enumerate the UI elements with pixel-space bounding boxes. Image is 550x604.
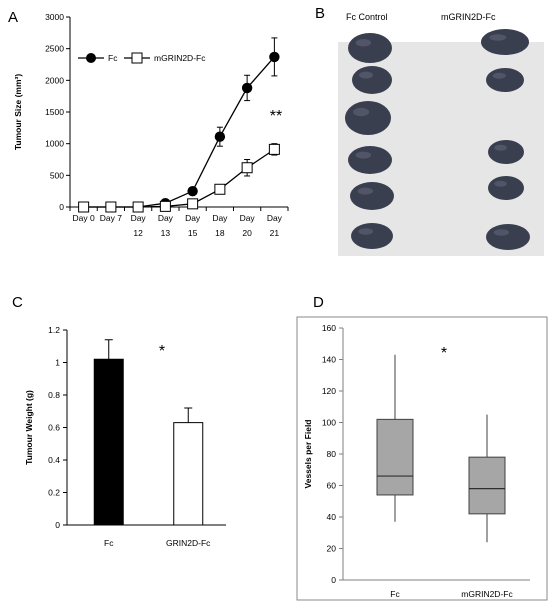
y-tick-label: 20: [327, 544, 337, 554]
tumour-7: [486, 68, 524, 92]
x-tick-label: Day 15: [185, 213, 201, 238]
x-tick-label: GRIN2D-Fc: [166, 538, 211, 548]
tumour-highlight: [489, 34, 507, 41]
tumour-9: [488, 176, 524, 200]
point-mgrin2d: [268, 143, 280, 155]
x-tick-label: Day 13: [158, 213, 174, 238]
point-mgrin2d: [105, 201, 117, 213]
panel-d-frame: [296, 316, 548, 601]
bar-1: [173, 422, 204, 526]
tumour-4: [350, 182, 394, 210]
tumour-0: [348, 33, 392, 63]
x-tick-label: Day 7: [100, 213, 122, 223]
x-tick-label: Fc: [104, 538, 114, 548]
y-tick-label: 100: [322, 418, 336, 428]
tumour-1: [352, 66, 392, 94]
significance-marker: **: [270, 108, 282, 125]
panel-label-d: D: [313, 294, 324, 311]
tumour-highlight: [492, 72, 506, 79]
tumour-highlight: [353, 107, 370, 117]
point-mgrin2d: [214, 183, 226, 195]
y-tick-label: 0.2: [48, 488, 60, 498]
y-tick-label: 1000: [45, 139, 64, 149]
y-tick-label: 0.8: [48, 390, 60, 400]
x-tick-label: Day 21: [267, 213, 283, 238]
tumour-highlight: [355, 39, 372, 47]
panel-label-b: B: [315, 5, 325, 22]
x-tick-label: Day 0: [73, 213, 95, 223]
series-line-1: [83, 148, 275, 208]
y-tick-label: 3000: [45, 12, 64, 22]
tumour-5: [351, 223, 393, 249]
y-tick-label: 0.4: [48, 455, 60, 465]
tumour-10: [486, 224, 530, 250]
tumour-2: [345, 101, 391, 135]
tumour-highlight: [358, 228, 374, 235]
series-line-0: [83, 56, 275, 208]
y-tick-label: 60: [327, 481, 337, 491]
legend-marker-fc: [86, 53, 96, 63]
point-mgrin2d: [132, 201, 144, 213]
x-tick-label: Fc: [390, 589, 400, 599]
legend-label-mgrin2d: mGRIN2D-Fc: [154, 53, 206, 63]
y-tick-label: 40: [327, 512, 337, 522]
y-tick-label: 1500: [45, 107, 64, 117]
point-mgrin2d: [187, 198, 199, 210]
point-fc: [187, 185, 198, 197]
y-tick-label: 1.2: [48, 325, 60, 335]
tumour-photo: Fc Control mGRIN2D-Fc: [338, 12, 544, 256]
point-fc: [214, 131, 226, 142]
y-tick-label: 120: [322, 386, 336, 396]
point-mgrin2d: [241, 162, 253, 174]
point-mgrin2d: [159, 200, 171, 212]
box-1: [468, 456, 506, 515]
y-tick-label: 80: [327, 449, 337, 459]
legend-marker-mgrin2d: [131, 52, 143, 64]
tumour-highlight: [359, 71, 373, 79]
y-tick-label: 500: [50, 170, 64, 180]
y-tick-label: 0: [59, 202, 64, 212]
y-tick-label: 0: [331, 575, 336, 585]
y-axis-title: Tumour Weight (g): [24, 390, 34, 465]
tumour-highlight: [355, 151, 372, 159]
point-fc: [241, 82, 253, 94]
y-axis-title: Vessels per Field: [303, 420, 313, 489]
tumour-highlight: [494, 180, 507, 187]
tumour-highlight: [493, 229, 510, 236]
tumour-size-line-chart: 0 500 1000 1500 2000 2500 3000 Day 0 Day 7 Day 12 D…: [13, 12, 289, 238]
tumour-3: [348, 146, 392, 174]
y-axis-title: Tumour Size (mm³): [13, 74, 23, 151]
y-tick-label: 0: [55, 520, 60, 530]
y-tick-label: 140: [322, 355, 336, 365]
x-tick-label: Day 20: [240, 213, 256, 238]
bar-0: [93, 358, 124, 526]
tumour-8: [488, 140, 524, 164]
significance-marker: *: [159, 343, 165, 360]
tumour-highlight: [357, 187, 374, 195]
photo-label-mgrin2d-fc: mGRIN2D-Fc: [441, 12, 496, 22]
box-0: [376, 418, 414, 496]
x-tick-label: Day 12: [131, 213, 147, 238]
y-tick-label: 1: [55, 358, 60, 368]
significance-marker: *: [441, 345, 447, 362]
y-tick-label: 2500: [45, 44, 64, 54]
tumour-highlight: [494, 144, 507, 151]
y-tick-label: 0.6: [48, 423, 60, 433]
legend-label-fc: Fc: [108, 53, 118, 63]
vessels-box-plot: 0 20 40 60 80 100 120 140 160 Fc mGRIN2D-Fc Vessels…: [303, 323, 530, 599]
point-mgrin2d: [78, 201, 90, 213]
x-tick-label: mGRIN2D-Fc: [461, 589, 513, 599]
y-tick-label: 160: [322, 323, 336, 333]
y-tick-label: 2000: [45, 75, 64, 85]
tumour-6: [481, 29, 529, 55]
panel-label-a: A: [8, 9, 18, 26]
x-tick-label: Day 18: [212, 213, 228, 238]
photo-label-fc-control: Fc Control: [346, 12, 388, 22]
panel-label-c: C: [12, 294, 23, 311]
point-fc: [269, 51, 280, 63]
tumour-weight-bar-chart: 0 0.2 0.4 0.6 0.8 1 1.2 Fc GRIN2D-Fc Tumour Weigh…: [24, 325, 226, 548]
